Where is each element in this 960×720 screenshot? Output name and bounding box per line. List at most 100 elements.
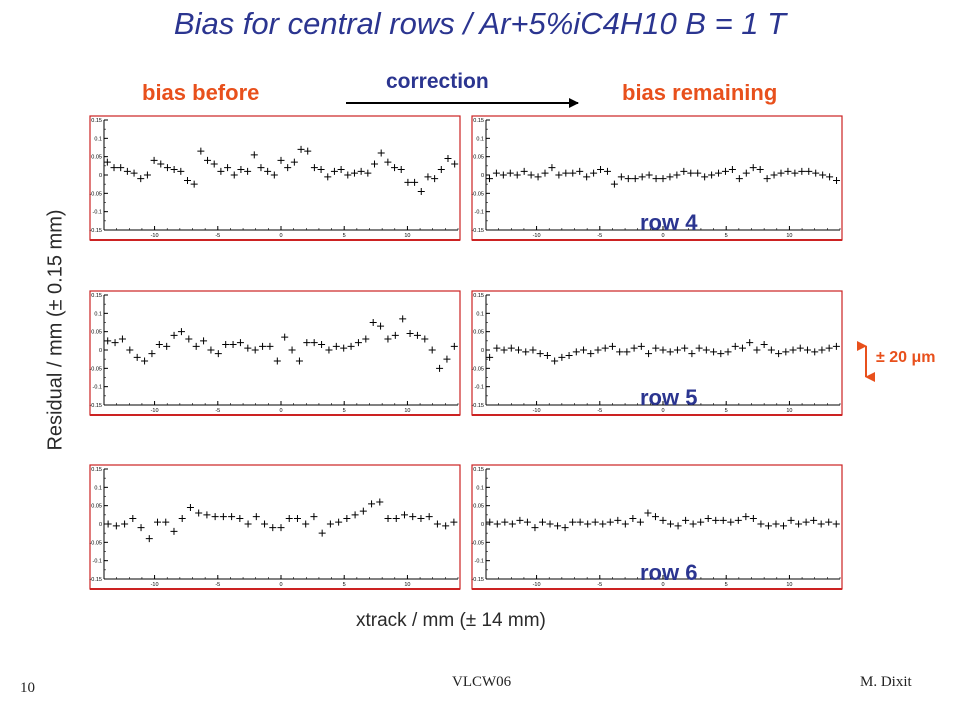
data-point xyxy=(195,509,203,517)
data-point xyxy=(442,522,450,530)
data-point xyxy=(770,171,778,179)
data-point xyxy=(211,513,219,521)
y-tick-label: 0.05 xyxy=(473,155,484,161)
y-tick-label: 0.15 xyxy=(91,467,102,473)
x-tick-label: 5 xyxy=(343,408,346,414)
data-point xyxy=(717,350,725,358)
x-tick-label: 0 xyxy=(279,233,282,239)
y-tick-label: 0.05 xyxy=(91,155,102,161)
data-point xyxy=(203,511,211,519)
data-point xyxy=(599,520,607,528)
y-tick-label: 0.1 xyxy=(476,485,484,491)
footer-event: VLCW06 xyxy=(452,674,512,690)
data-point xyxy=(637,342,645,350)
data-point xyxy=(501,518,509,526)
data-point xyxy=(812,169,820,177)
x-tick-label: 5 xyxy=(725,233,728,239)
data-point xyxy=(522,348,530,356)
data-point xyxy=(775,350,783,358)
y-tick-label: -0.05 xyxy=(89,366,102,372)
data-point xyxy=(421,335,429,343)
data-point xyxy=(259,342,267,350)
band-label: ± 20 μm xyxy=(876,349,936,366)
x-tick-label: 0 xyxy=(661,582,664,588)
data-point xyxy=(499,171,507,179)
data-point xyxy=(531,524,539,532)
data-point xyxy=(290,158,298,166)
data-point xyxy=(590,169,598,177)
data-point xyxy=(359,507,367,515)
x-tick-label: -10 xyxy=(151,408,159,414)
data-point xyxy=(384,335,392,343)
data-point xyxy=(251,346,259,354)
data-point xyxy=(673,346,681,354)
data-point xyxy=(304,147,312,155)
data-point xyxy=(486,518,494,526)
data-point xyxy=(645,171,653,179)
y-tick-label: 0 xyxy=(99,348,102,354)
data-point xyxy=(673,171,681,179)
y-axis-label: Residual / mm (± 0.15 mm) xyxy=(44,209,67,451)
data-point xyxy=(688,350,696,358)
y-tick-label: -0.05 xyxy=(471,540,484,546)
data-point xyxy=(400,511,408,519)
data-point xyxy=(508,520,516,528)
data-point xyxy=(200,337,208,345)
data-point xyxy=(614,516,622,524)
panel-3: 0.15 0.1 0.05 0 -0.05 -0.1 -0.15 -10 -5 0 5 10 xyxy=(89,290,461,416)
data-point xyxy=(565,352,573,359)
data-point xyxy=(742,169,750,177)
data-point xyxy=(219,513,227,521)
data-point xyxy=(340,344,348,352)
data-point xyxy=(652,175,660,183)
data-point xyxy=(404,178,412,186)
data-point xyxy=(767,346,775,354)
x-tick-label: 0 xyxy=(661,233,664,239)
data-point xyxy=(789,346,797,354)
data-point xyxy=(377,322,385,330)
data-point xyxy=(123,167,131,175)
data-point xyxy=(694,169,702,177)
data-point xyxy=(597,166,605,173)
data-point xyxy=(350,169,358,177)
data-point xyxy=(546,520,554,528)
data-point xyxy=(228,513,236,521)
data-point xyxy=(362,335,370,343)
data-point xyxy=(569,169,577,177)
data-point xyxy=(121,520,129,528)
data-point xyxy=(796,344,804,352)
data-point xyxy=(178,515,186,522)
x-tick-label: 10 xyxy=(404,233,410,239)
data-point xyxy=(264,167,272,175)
data-point xyxy=(554,522,562,530)
data-point xyxy=(111,339,119,347)
data-point xyxy=(302,520,310,528)
data-point xyxy=(772,520,780,528)
data-point xyxy=(244,520,252,528)
y-tick-label: 0.05 xyxy=(473,330,484,336)
data-point xyxy=(682,516,690,524)
data-point xyxy=(756,166,764,173)
data-point xyxy=(357,167,365,175)
data-point xyxy=(148,350,156,358)
data-point xyxy=(104,337,112,345)
data-point xyxy=(297,145,305,153)
data-point xyxy=(617,173,625,181)
panel-frame xyxy=(471,464,843,590)
data-point xyxy=(288,346,296,354)
y-tick-label: 0.1 xyxy=(94,136,102,142)
y-tick-label: -0.15 xyxy=(471,577,484,583)
data-point xyxy=(621,520,629,528)
data-point xyxy=(170,527,178,535)
data-point xyxy=(680,167,688,175)
data-point xyxy=(645,350,653,358)
x-tick-label: 10 xyxy=(404,582,410,588)
data-point xyxy=(186,504,194,511)
data-point xyxy=(354,339,362,347)
x-tick-label: 0 xyxy=(279,408,282,414)
data-point xyxy=(177,167,185,175)
data-point xyxy=(832,520,840,528)
data-point xyxy=(190,180,198,188)
data-point xyxy=(753,346,761,354)
